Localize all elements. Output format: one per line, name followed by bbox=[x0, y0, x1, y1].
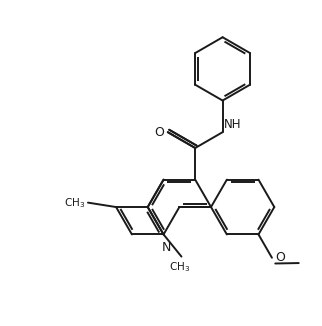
Text: CH$_3$: CH$_3$ bbox=[169, 261, 191, 274]
Text: O: O bbox=[154, 126, 164, 139]
Text: N: N bbox=[161, 241, 171, 254]
Text: NH: NH bbox=[224, 118, 242, 131]
Text: CH$_3$: CH$_3$ bbox=[64, 196, 85, 210]
Text: O: O bbox=[276, 251, 285, 264]
